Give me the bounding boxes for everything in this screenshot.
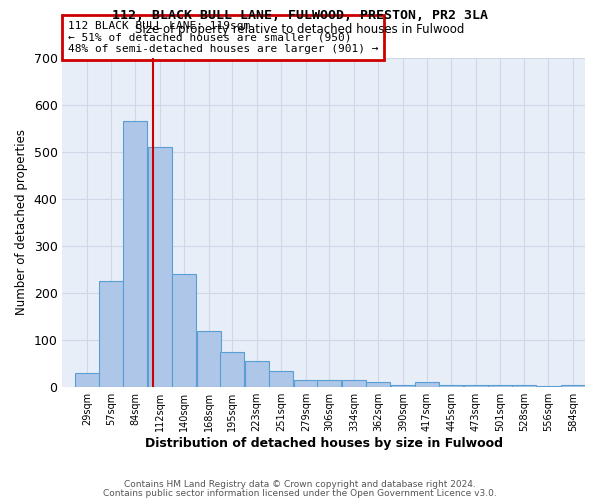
Bar bbox=[415, 382, 439, 387]
Text: 112 BLACK BULL LANE: 119sqm
← 51% of detached houses are smaller (950)
48% of se: 112 BLACK BULL LANE: 119sqm ← 51% of det… bbox=[68, 21, 378, 54]
Bar bbox=[75, 373, 99, 387]
Bar bbox=[294, 380, 318, 387]
Bar bbox=[464, 385, 488, 387]
X-axis label: Distribution of detached houses by size in Fulwood: Distribution of detached houses by size … bbox=[145, 437, 503, 450]
Bar bbox=[148, 147, 172, 387]
Bar bbox=[367, 382, 391, 387]
Text: 112, BLACK BULL LANE, FULWOOD, PRESTON, PR2 3LA: 112, BLACK BULL LANE, FULWOOD, PRESTON, … bbox=[112, 9, 488, 22]
Bar bbox=[172, 274, 196, 387]
Bar bbox=[269, 370, 293, 387]
Y-axis label: Number of detached properties: Number of detached properties bbox=[15, 130, 28, 316]
Bar bbox=[197, 330, 221, 387]
Bar bbox=[317, 380, 341, 387]
Bar bbox=[512, 385, 536, 387]
Bar bbox=[439, 385, 463, 387]
Text: Size of property relative to detached houses in Fulwood: Size of property relative to detached ho… bbox=[136, 22, 464, 36]
Bar bbox=[342, 380, 366, 387]
Bar bbox=[123, 121, 147, 387]
Bar bbox=[220, 352, 244, 387]
Bar bbox=[536, 386, 560, 387]
Bar bbox=[391, 385, 415, 387]
Bar bbox=[488, 385, 512, 387]
Text: Contains HM Land Registry data © Crown copyright and database right 2024.: Contains HM Land Registry data © Crown c… bbox=[124, 480, 476, 489]
Bar bbox=[245, 362, 269, 387]
Bar bbox=[100, 281, 124, 387]
Bar bbox=[561, 385, 585, 387]
Text: Contains public sector information licensed under the Open Government Licence v3: Contains public sector information licen… bbox=[103, 488, 497, 498]
